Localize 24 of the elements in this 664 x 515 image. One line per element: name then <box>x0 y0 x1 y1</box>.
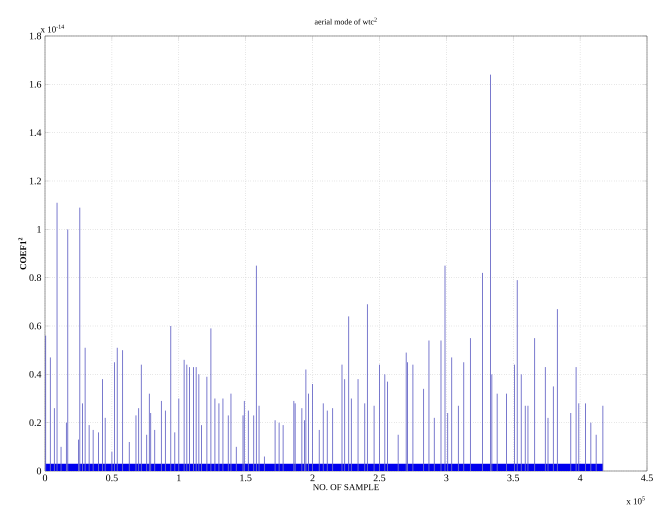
y-tick-label: 0 <box>36 468 42 474</box>
x-tick-label: 3 <box>444 474 448 482</box>
text: x 10$^{-14}$ <box>40 24 64 32</box>
x-tick-label: 3.5 <box>507 474 520 482</box>
text: x 10$^{5}$ <box>626 496 645 504</box>
y-tick-label: 0.8 <box>29 274 42 282</box>
y-tick-label: 0.4 <box>29 370 42 378</box>
x-axis-title: NO. OF SAMPLE <box>313 484 379 490</box>
x-tick-label: 1.5 <box>240 474 252 482</box>
x-tick-label: 1 <box>177 474 181 482</box>
y-tick-label: 1.8 <box>30 32 42 40</box>
x-tick-label: 2 <box>310 474 315 482</box>
x-tick-label: 4.5 <box>640 474 653 482</box>
x-tick-label: 4 <box>578 474 582 482</box>
x-tick-label: 0 <box>42 474 48 482</box>
x-tick-label: 2.5 <box>374 474 386 482</box>
y-tick-label: 1.4 <box>30 129 42 136</box>
y-tick-label: 1.2 <box>30 178 41 184</box>
x-tick-label: 0.5 <box>106 474 118 482</box>
y-tick-label: 1.6 <box>30 80 42 88</box>
y-axis-title: COEF1$^{2}$ <box>18 238 26 270</box>
y-tick-label: 0.2 <box>29 419 41 426</box>
y-tick-label: 1 <box>37 226 41 233</box>
y-tick-label: 0.6 <box>29 322 42 330</box>
